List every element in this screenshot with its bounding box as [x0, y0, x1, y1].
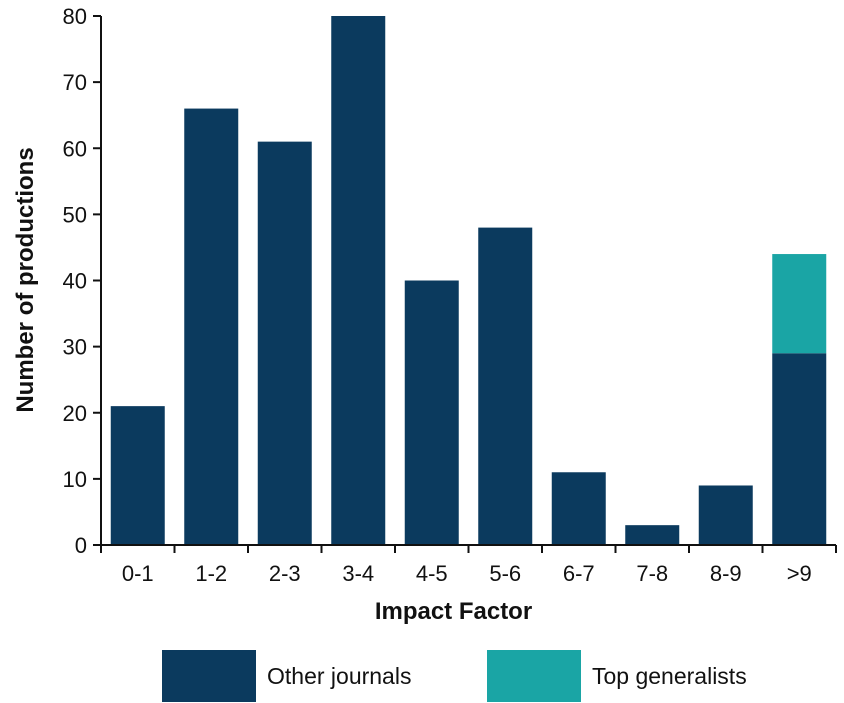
bar-other-journals-2	[257, 141, 312, 545]
legend-swatch-top-generalists	[487, 650, 581, 702]
y-tick-label: 30	[63, 335, 87, 360]
x-tick-label: 3-4	[342, 561, 374, 586]
y-tick-label: 50	[63, 202, 87, 227]
y-tick-label: 80	[63, 4, 87, 29]
y-tick-label: 10	[63, 467, 87, 492]
x-tick-label: 8-9	[710, 561, 742, 586]
x-tick-label: 2-3	[269, 561, 301, 586]
x-tick-label: 1-2	[195, 561, 227, 586]
bar-other-journals-6	[551, 472, 606, 545]
y-axis-title: Number of productions	[12, 147, 39, 412]
legend: Other journals Top generalists	[162, 650, 747, 702]
x-axis: 0-1 1-2 2-3 3-4 4-5 5-6 6-7 7-8 8-9 >9	[100, 544, 837, 586]
x-tick-label: 5-6	[489, 561, 521, 586]
y-tick-label: 70	[63, 70, 87, 95]
y-tick-label: 0	[75, 533, 87, 558]
legend-label-top-generalists: Top generalists	[592, 663, 747, 689]
bar-other-journals-3	[331, 16, 386, 545]
bar-other-journals-5	[478, 227, 533, 545]
bar-top-generalists-9	[772, 254, 827, 354]
legend-swatch-other-journals	[162, 650, 256, 702]
x-tick-label: >9	[787, 561, 812, 586]
x-tick-label: 0-1	[122, 561, 154, 586]
bar-other-journals-7	[625, 525, 680, 545]
bar-other-journals-1	[184, 108, 239, 545]
x-axis-title: Impact Factor	[375, 598, 532, 625]
bar-other-journals-8	[698, 485, 753, 545]
y-tick-label: 20	[63, 401, 87, 426]
x-tick-label: 4-5	[416, 561, 448, 586]
x-tick-label: 6-7	[563, 561, 595, 586]
bars-group	[110, 16, 827, 545]
bar-other-journals-9	[772, 353, 827, 545]
x-tick-label: 7-8	[636, 561, 668, 586]
bar-other-journals-4	[404, 280, 459, 545]
y-axis: 0 10 20 30 40 50 60 70 80	[63, 4, 102, 558]
y-tick-label: 60	[63, 136, 87, 161]
y-tick-label: 40	[63, 269, 87, 294]
legend-label-other-journals: Other journals	[267, 663, 411, 689]
bar-other-journals-0	[110, 406, 165, 545]
